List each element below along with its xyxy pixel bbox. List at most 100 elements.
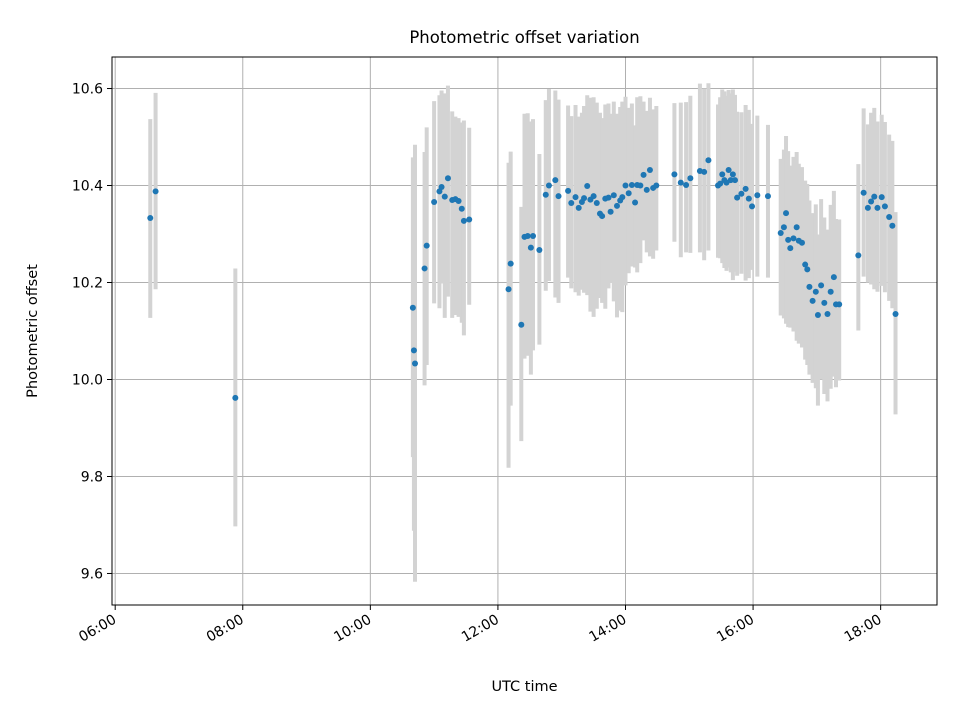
data-point xyxy=(518,321,525,328)
y-tick-label: 10.0 xyxy=(72,372,103,388)
data-point xyxy=(542,191,549,198)
data-point xyxy=(613,202,620,209)
data-point xyxy=(152,188,159,195)
data-point xyxy=(705,157,712,164)
data-point xyxy=(687,175,694,182)
data-point xyxy=(460,217,467,224)
data-point xyxy=(584,182,591,189)
y-tick-label: 10.4 xyxy=(72,179,103,195)
data-point xyxy=(607,208,614,215)
data-point xyxy=(147,215,154,222)
error-bars xyxy=(148,83,898,582)
data-point xyxy=(860,189,867,196)
data-point xyxy=(855,252,862,259)
data-point xyxy=(632,199,639,206)
data-point xyxy=(565,187,572,194)
data-point xyxy=(881,203,888,210)
data-point xyxy=(441,193,448,200)
data-point xyxy=(812,288,819,295)
data-point xyxy=(745,195,752,202)
data-point xyxy=(683,182,690,189)
data-point xyxy=(874,204,881,211)
data-point xyxy=(830,274,837,281)
data-point xyxy=(458,205,465,212)
y-axis-label: Photometric offset xyxy=(25,264,41,398)
data-point xyxy=(798,239,805,246)
data-point xyxy=(878,194,885,201)
data-point xyxy=(671,171,678,178)
plot-frame xyxy=(111,56,938,606)
data-point xyxy=(806,283,813,290)
data-point xyxy=(232,394,239,401)
data-point xyxy=(536,247,543,254)
data-point xyxy=(507,260,514,267)
data-point xyxy=(619,194,626,201)
data-point xyxy=(764,193,771,200)
data-point xyxy=(552,177,559,184)
data-point xyxy=(625,190,632,197)
data-point xyxy=(640,171,647,178)
data-point xyxy=(783,210,790,217)
data-point xyxy=(868,198,875,205)
data-points xyxy=(147,157,899,401)
x-axis-label: UTC time xyxy=(491,679,557,695)
data-point xyxy=(827,288,834,295)
data-point xyxy=(677,179,684,186)
data-point xyxy=(719,171,726,178)
data-point xyxy=(593,199,600,206)
data-point xyxy=(599,213,606,220)
data-point xyxy=(590,193,597,200)
data-point xyxy=(836,301,843,308)
data-point xyxy=(818,282,825,289)
data-point xyxy=(864,204,871,211)
data-point xyxy=(524,232,531,239)
data-point xyxy=(545,182,552,189)
data-point xyxy=(785,236,792,243)
data-point xyxy=(431,199,438,206)
y-tick-label: 9.6 xyxy=(81,566,103,582)
data-point xyxy=(809,297,816,304)
data-point xyxy=(787,245,794,252)
data-point xyxy=(409,304,416,311)
data-point xyxy=(892,311,899,318)
data-point xyxy=(793,224,800,231)
data-point xyxy=(727,177,734,184)
y-tick-label: 9.8 xyxy=(81,469,103,485)
data-point xyxy=(411,360,418,367)
data-point xyxy=(637,182,644,189)
data-point xyxy=(780,224,787,231)
data-point xyxy=(444,175,451,182)
data-point xyxy=(410,347,417,354)
data-point xyxy=(889,222,896,229)
data-point xyxy=(438,183,445,190)
data-point xyxy=(734,194,741,201)
data-point xyxy=(754,192,761,199)
data-point xyxy=(572,194,579,201)
data-point xyxy=(777,230,784,237)
data-point xyxy=(455,198,462,205)
data-point xyxy=(505,286,512,293)
data-point xyxy=(653,182,660,189)
data-point xyxy=(790,235,797,242)
data-point xyxy=(802,261,809,268)
data-point xyxy=(725,166,732,173)
data-point xyxy=(729,171,736,178)
data-point xyxy=(605,194,612,201)
data-point xyxy=(581,195,588,202)
data-point xyxy=(749,203,756,210)
data-point xyxy=(628,182,635,189)
data-point xyxy=(732,177,739,184)
data-point xyxy=(804,266,811,273)
data-point xyxy=(643,186,650,193)
data-point xyxy=(555,193,562,200)
data-point xyxy=(423,242,430,249)
data-point xyxy=(886,214,893,221)
data-point xyxy=(610,192,617,199)
data-point xyxy=(738,190,745,197)
y-tick-label: 10.2 xyxy=(72,276,103,292)
data-point xyxy=(821,299,828,306)
data-point xyxy=(824,311,831,318)
data-point xyxy=(421,265,428,272)
